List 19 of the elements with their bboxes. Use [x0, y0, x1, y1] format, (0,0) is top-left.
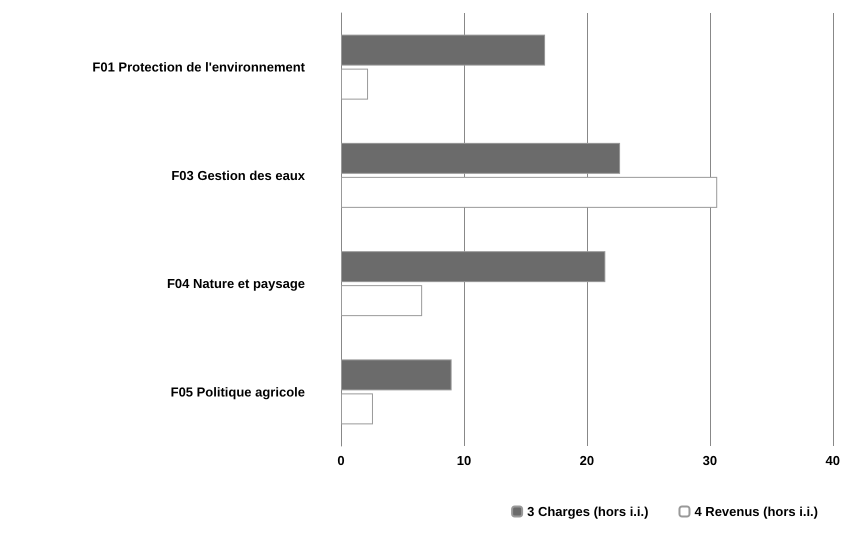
bar: [341, 393, 373, 424]
x-tick-label: 0: [337, 453, 345, 468]
legend-label: 3 Charges (hors i.i.): [527, 504, 648, 519]
x-tick-label: 30: [702, 453, 718, 468]
y-tick-label: F03 Gestion des eaux: [171, 168, 306, 183]
y-tick-label: F04 Nature et paysage: [166, 276, 305, 292]
bar: [341, 142, 620, 174]
x-tick-label: 40: [826, 453, 840, 468]
bar: [341, 34, 546, 66]
y-tick-label: F01 Protection de l'environnement: [92, 60, 306, 75]
legend-label: 4 Revenus (hors i.i.): [694, 504, 818, 519]
bar: [341, 251, 606, 282]
bar: [341, 285, 422, 316]
bar: [341, 176, 718, 208]
bar: [341, 68, 368, 100]
bar: [341, 359, 452, 390]
x-tick-label: 10: [456, 453, 472, 468]
y-tick-label: F05 Politique agricole: [170, 384, 305, 400]
x-tick-label: 20: [580, 453, 594, 468]
